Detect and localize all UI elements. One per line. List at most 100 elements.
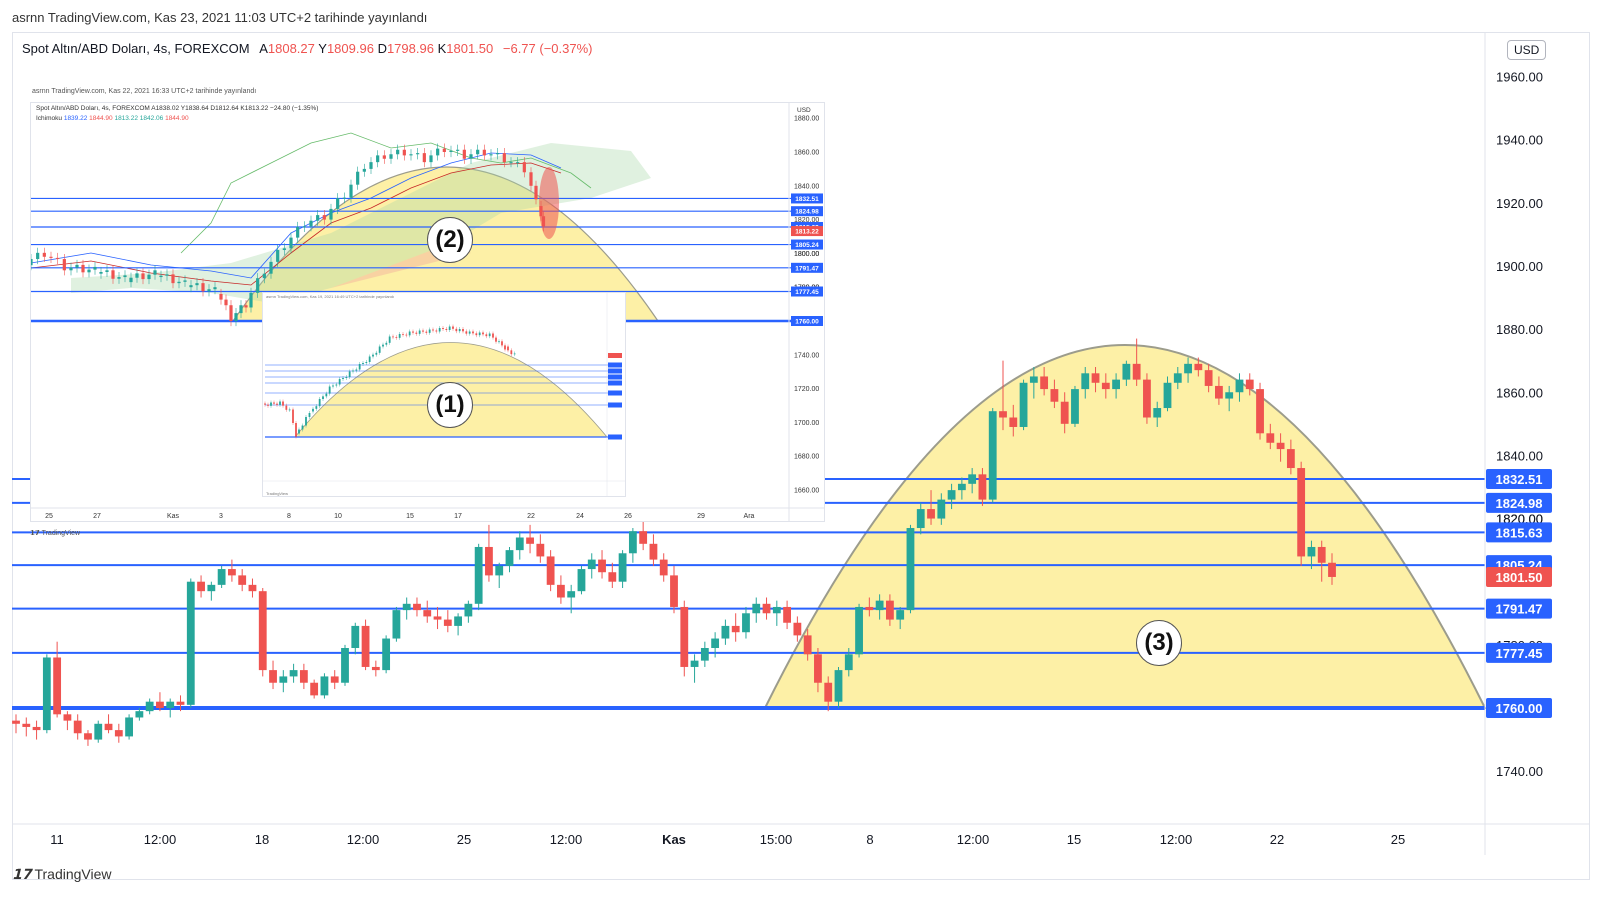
candle[interactable] xyxy=(1143,373,1151,424)
candle[interactable] xyxy=(351,622,360,655)
candle[interactable] xyxy=(865,597,874,617)
candle[interactable] xyxy=(1040,366,1049,396)
candle[interactable] xyxy=(320,673,329,699)
brand-logo[interactable]: 𝟭𝟳 TradingView xyxy=(12,866,112,883)
candle[interactable] xyxy=(1184,357,1192,383)
candle[interactable] xyxy=(649,534,658,566)
candle[interactable] xyxy=(186,578,195,708)
candle[interactable] xyxy=(361,619,370,671)
candle[interactable] xyxy=(752,597,761,623)
candle[interactable] xyxy=(680,600,689,677)
candle[interactable] xyxy=(402,597,411,620)
candle[interactable] xyxy=(94,720,103,743)
candle[interactable] xyxy=(618,550,627,589)
candle[interactable] xyxy=(1029,366,1038,399)
candle[interactable] xyxy=(135,708,144,721)
candle[interactable] xyxy=(104,714,113,734)
candle[interactable] xyxy=(700,641,709,667)
candle[interactable] xyxy=(454,613,463,636)
candle[interactable] xyxy=(433,606,442,630)
candle[interactable] xyxy=(485,524,493,582)
symbol-legend[interactable]: Spot Altın/ABD Doları, 4s, FOREXCOM A180… xyxy=(22,41,593,56)
candle[interactable] xyxy=(207,581,216,601)
candle[interactable] xyxy=(156,692,164,712)
candle[interactable] xyxy=(608,562,617,589)
candle[interactable] xyxy=(1276,433,1285,462)
candle[interactable] xyxy=(803,629,812,661)
candle[interactable] xyxy=(1307,540,1316,570)
candle[interactable] xyxy=(1009,404,1018,437)
candle[interactable] xyxy=(978,468,987,506)
candle[interactable] xyxy=(1173,366,1182,390)
candle[interactable] xyxy=(176,695,185,712)
candle[interactable] xyxy=(762,597,771,620)
candle[interactable] xyxy=(341,644,349,686)
candle[interactable] xyxy=(916,502,925,535)
candle[interactable] xyxy=(371,660,380,677)
candle[interactable] xyxy=(392,606,401,642)
candle[interactable] xyxy=(598,550,606,579)
candle[interactable] xyxy=(659,553,668,582)
candle[interactable] xyxy=(567,584,576,614)
candle[interactable] xyxy=(1286,439,1295,475)
candle[interactable] xyxy=(988,408,997,503)
candle[interactable] xyxy=(824,676,833,712)
candle[interactable] xyxy=(1297,461,1306,566)
currency-button[interactable]: USD xyxy=(1507,40,1547,60)
candle[interactable] xyxy=(299,663,308,690)
candle[interactable] xyxy=(772,600,781,626)
candle[interactable] xyxy=(536,534,545,563)
candle[interactable] xyxy=(166,698,175,718)
candle[interactable] xyxy=(197,575,205,598)
candle[interactable] xyxy=(1204,363,1213,393)
candle[interactable] xyxy=(1060,392,1069,434)
candle[interactable] xyxy=(258,588,267,677)
candle[interactable] xyxy=(114,723,123,743)
candle[interactable] xyxy=(495,562,504,589)
candle[interactable] xyxy=(793,616,802,642)
candle[interactable] xyxy=(896,606,905,630)
candle[interactable] xyxy=(670,565,678,614)
candle[interactable] xyxy=(443,610,452,633)
candle[interactable] xyxy=(53,641,62,718)
candle[interactable] xyxy=(1256,382,1264,440)
candle[interactable] xyxy=(73,714,82,740)
candle[interactable] xyxy=(382,635,391,674)
candle[interactable] xyxy=(42,654,51,734)
candle[interactable] xyxy=(927,490,935,525)
candle[interactable] xyxy=(1225,385,1234,412)
candle[interactable] xyxy=(628,528,637,563)
candle[interactable] xyxy=(814,648,822,693)
candle[interactable] xyxy=(32,720,41,740)
candle[interactable] xyxy=(84,730,92,746)
candle[interactable] xyxy=(1317,540,1326,582)
candle[interactable] xyxy=(1266,423,1275,450)
candle[interactable] xyxy=(22,717,31,737)
candle[interactable] xyxy=(12,714,20,734)
candle[interactable] xyxy=(731,613,740,642)
candle[interactable] xyxy=(947,483,956,510)
candle[interactable] xyxy=(999,360,1007,431)
candle[interactable] xyxy=(248,578,257,598)
candle[interactable] xyxy=(474,543,483,611)
candle[interactable] xyxy=(464,600,473,623)
candle[interactable] xyxy=(639,521,648,551)
candle[interactable] xyxy=(577,565,586,595)
candle[interactable] xyxy=(855,603,863,658)
candle[interactable] xyxy=(1050,379,1059,409)
candle[interactable] xyxy=(227,559,236,582)
candle[interactable] xyxy=(279,670,288,693)
candle[interactable] xyxy=(875,594,884,620)
candle[interactable] xyxy=(1214,376,1223,405)
candle[interactable] xyxy=(721,619,730,645)
candle[interactable] xyxy=(1245,373,1254,396)
candle[interactable] xyxy=(413,597,421,617)
candle[interactable] xyxy=(1235,373,1244,402)
candle[interactable] xyxy=(1153,401,1162,427)
candle[interactable] xyxy=(1122,360,1131,386)
candle[interactable] xyxy=(1101,373,1110,399)
candle[interactable] xyxy=(310,679,319,699)
candle[interactable] xyxy=(937,493,946,525)
candle[interactable] xyxy=(217,565,226,589)
